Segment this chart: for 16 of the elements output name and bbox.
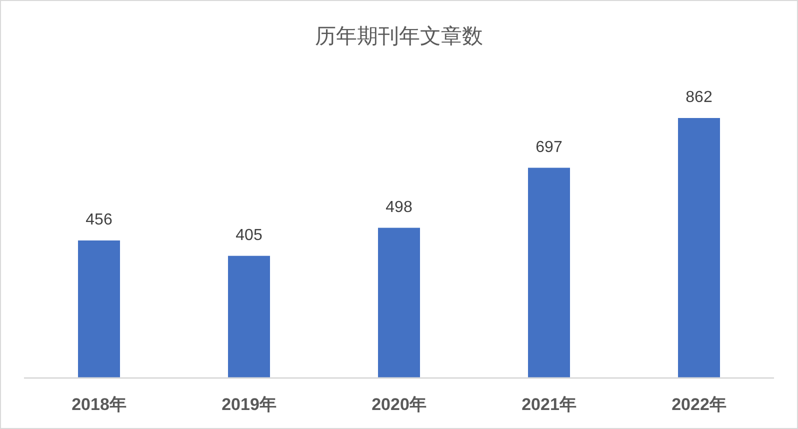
bar <box>678 118 720 378</box>
x-tick-label: 2018年 <box>72 395 126 414</box>
data-label: 697 <box>536 138 562 156</box>
bar <box>228 256 270 378</box>
x-tick-label: 2021年 <box>522 395 576 414</box>
x-tick-label: 2019年 <box>222 395 276 414</box>
x-tick-label: 2020年 <box>372 395 426 414</box>
x-tick-label: 2022年 <box>672 395 726 414</box>
bar <box>78 240 120 378</box>
data-label: 456 <box>86 211 112 228</box>
bar <box>528 168 570 378</box>
data-label: 862 <box>686 89 712 106</box>
chart-title: 历年期刊年文章数 <box>315 24 483 48</box>
bar <box>378 228 420 378</box>
data-label: 498 <box>386 198 412 216</box>
data-label: 405 <box>236 226 262 244</box>
